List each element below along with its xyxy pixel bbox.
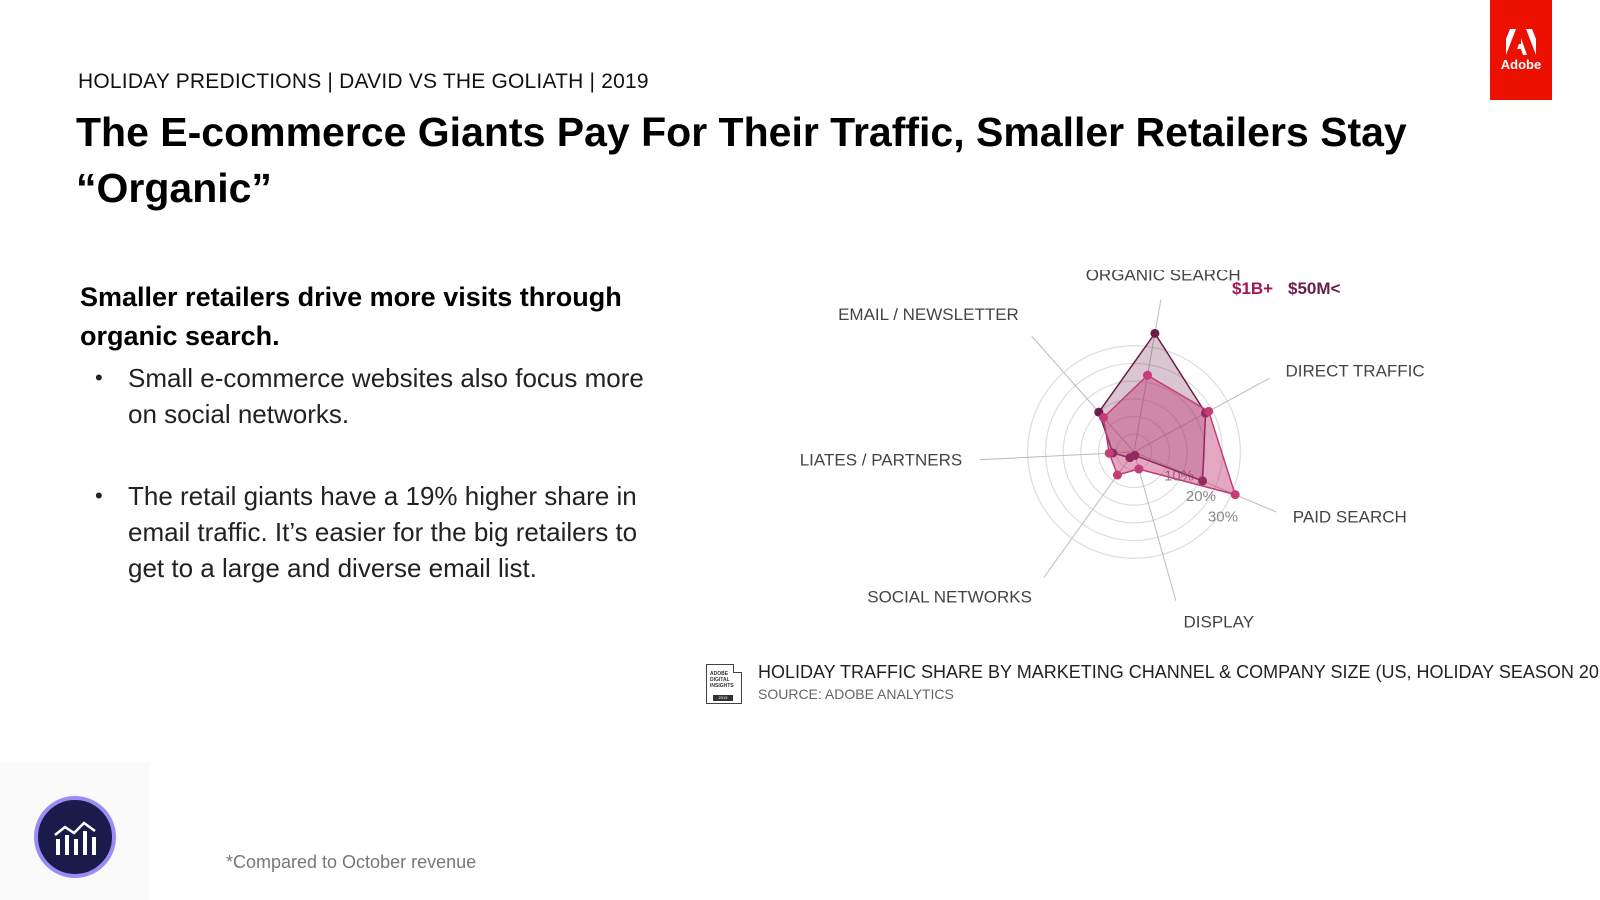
chart-source: SOURCE: ADOBE ANALYTICS: [758, 686, 954, 702]
adobe-logo: Adobe: [1490, 0, 1552, 100]
legend-item: $1B+: [1232, 279, 1273, 298]
slide-title: The E-commerce Giants Pay For Their Traf…: [76, 109, 1407, 211]
chart-title: HOLIDAY TRAFFIC SHARE BY MARKETING CHANN…: [758, 662, 1600, 682]
digital-insights-icon: ADOBE DIGITAL INSIGHTS 2019: [706, 664, 742, 704]
data-point: [1134, 464, 1144, 474]
insights-icon-text: ADOBE DIGITAL INSIGHTS: [710, 671, 734, 689]
eyebrow: HOLIDAY PREDICTIONS | DAVID VS THE GOLIA…: [78, 70, 649, 93]
bar-chart-icon: [54, 821, 96, 855]
grid-ring: [1080, 398, 1188, 506]
legend-item: $50M<: [1288, 279, 1341, 298]
bullet-item: The retail giants have a 19% higher shar…: [95, 478, 655, 586]
tick-label: 20%: [1186, 488, 1216, 505]
page-fold: [733, 664, 742, 673]
data-point: [1204, 406, 1214, 416]
axis-label: EMAIL / NEWSLETTER: [838, 305, 1019, 324]
data-point: [1198, 476, 1208, 486]
data-point: [1150, 328, 1160, 338]
axis-label: ORGANIC SEARCH: [1086, 270, 1241, 285]
data-point: [1099, 412, 1109, 422]
tick-label: 10%: [1164, 468, 1194, 485]
insights-icon-year: 2019: [713, 695, 733, 701]
grid-ring: [1097, 415, 1171, 489]
data-point: [1143, 370, 1153, 380]
axis-label: DIRECT TRAFFIC: [1286, 362, 1425, 381]
bullet-list: Small e-commerce websites also focus mor…: [95, 360, 655, 632]
grid-ring: [1062, 380, 1206, 524]
data-point: [1104, 448, 1114, 458]
grid-ring: [1027, 345, 1241, 559]
axis-line: [1031, 335, 1135, 453]
tick-label: 30%: [1208, 509, 1238, 526]
adobe-a-icon: [1506, 28, 1536, 55]
data-point: [1125, 453, 1135, 463]
data-point: [1230, 490, 1240, 500]
data-point: [1112, 470, 1122, 480]
bullet-item: Small e-commerce websites also focus mor…: [95, 360, 655, 432]
axis-line: [1133, 451, 1177, 601]
axis-label: PAID SEARCH: [1293, 507, 1407, 526]
radar-chart: 10% 20% 30% ORGANIC SEARCH DIRECT TRAFFIC PAI…: [800, 270, 1425, 630]
axis-label: AFFILIATES / PARTNERS: [800, 450, 962, 469]
lead-text: Smaller retailers drive more visits thro…: [80, 282, 622, 351]
series-area: [1102, 374, 1237, 496]
footnote: *Compared to October revenue: [226, 852, 477, 872]
adobe-analytics-icon: [34, 796, 116, 878]
axis-label: DISPLAY: [1184, 613, 1255, 630]
adobe-logo-text: Adobe: [1500, 56, 1542, 72]
axis-label: SOCIAL NETWORKS: [867, 587, 1032, 606]
